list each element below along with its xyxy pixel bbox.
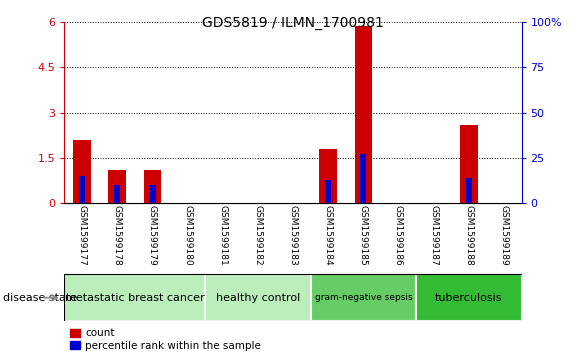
Text: disease state: disease state: [3, 293, 77, 303]
Legend: count, percentile rank within the sample: count, percentile rank within the sample: [70, 328, 261, 351]
Bar: [311, 274, 416, 321]
Text: GSM1599183: GSM1599183: [288, 205, 298, 266]
Bar: [355, 26, 372, 203]
Bar: [73, 140, 91, 203]
Text: healthy control: healthy control: [216, 293, 300, 303]
Text: GSM1599187: GSM1599187: [429, 205, 438, 266]
Text: GSM1599186: GSM1599186: [394, 205, 403, 266]
Bar: [460, 125, 478, 203]
Text: GSM1599177: GSM1599177: [77, 205, 87, 266]
Text: GSM1599184: GSM1599184: [323, 205, 333, 266]
Text: GSM1599185: GSM1599185: [359, 205, 368, 266]
Text: GSM1599179: GSM1599179: [148, 205, 157, 266]
Text: metastatic breast cancer: metastatic breast cancer: [65, 293, 205, 303]
Bar: [325, 180, 331, 203]
Text: GSM1599181: GSM1599181: [218, 205, 227, 266]
Bar: [144, 170, 161, 203]
Bar: [79, 176, 85, 203]
Bar: [205, 274, 311, 321]
Bar: [114, 185, 120, 203]
Bar: [466, 178, 472, 203]
Text: tuberculosis: tuberculosis: [435, 293, 503, 303]
Bar: [319, 149, 337, 203]
Bar: [416, 274, 522, 321]
Bar: [360, 154, 366, 203]
Bar: [108, 170, 126, 203]
Text: gram-negative sepsis: gram-negative sepsis: [315, 293, 412, 302]
Text: GSM1599189: GSM1599189: [499, 205, 509, 266]
Bar: [149, 185, 155, 203]
Text: GSM1599188: GSM1599188: [464, 205, 473, 266]
Bar: [64, 274, 205, 321]
Text: GSM1599178: GSM1599178: [113, 205, 122, 266]
Text: GSM1599182: GSM1599182: [253, 205, 263, 266]
Text: GDS5819 / ILMN_1700981: GDS5819 / ILMN_1700981: [202, 16, 384, 30]
Text: GSM1599180: GSM1599180: [183, 205, 192, 266]
